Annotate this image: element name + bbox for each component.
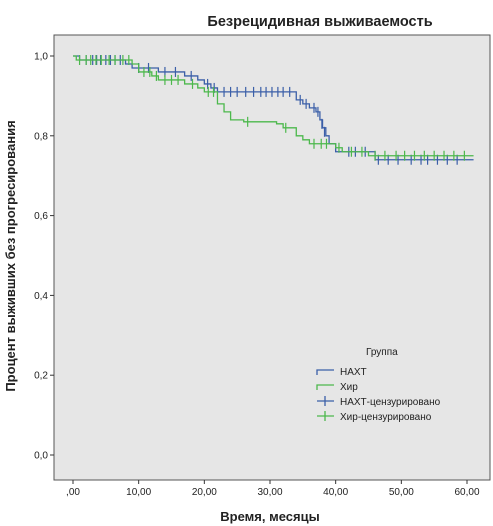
y-tick-label: 0,2 bbox=[34, 371, 48, 382]
y-axis-label: Процент выживших без прогресирования bbox=[3, 120, 18, 391]
legend-swatch-nakht-censored bbox=[317, 396, 334, 406]
legend-entry-khir: Хир bbox=[316, 382, 358, 393]
legend-label-nakht-censored: НАХТ-цензурировано bbox=[340, 397, 441, 408]
legend-title: Группа bbox=[366, 347, 398, 358]
legend-entry-khir-censored: Хир-цензурировано bbox=[317, 411, 432, 423]
legend-swatch-nakht bbox=[316, 369, 334, 375]
y-tick-label: 0,6 bbox=[34, 211, 48, 222]
series-1 bbox=[73, 54, 474, 161]
y-tick-label: 0,8 bbox=[34, 131, 48, 142]
x-axis: ,00 10,00 20,00 30,00 40,00 50,00 60,00 bbox=[66, 480, 480, 498]
x-tick-label: 50,00 bbox=[389, 487, 414, 498]
x-tick-label: 60,00 bbox=[454, 487, 479, 498]
legend-entry-nakht-censored: НАХТ-цензурировано bbox=[317, 396, 441, 408]
legend-swatch-khir bbox=[316, 384, 334, 390]
legend-label-khir-censored: Хир-цензурировано bbox=[340, 412, 432, 423]
series-layer bbox=[73, 54, 474, 165]
x-tick-label: ,00 bbox=[66, 487, 80, 498]
survival-step-line bbox=[73, 55, 474, 161]
legend: Группа НАХТ Хир НАХТ-цензурировано Хир-ц… bbox=[316, 347, 441, 423]
y-tick-label: 0,4 bbox=[34, 291, 48, 302]
x-axis-label: Время, месяцы bbox=[220, 509, 319, 524]
x-tick-label: 20,00 bbox=[192, 487, 217, 498]
legend-label-nakht: НАХТ bbox=[340, 367, 367, 378]
legend-label-khir: Хир bbox=[340, 382, 358, 393]
y-axis: 0,0 0,2 0,4 0,6 0,8 1,0 bbox=[34, 52, 54, 462]
x-tick-label: 40,00 bbox=[323, 487, 348, 498]
y-tick-label: 1,0 bbox=[34, 52, 48, 63]
x-tick-label: 10,00 bbox=[126, 487, 151, 498]
legend-swatch-khir-censored bbox=[317, 411, 334, 421]
y-tick-label: 0,0 bbox=[34, 451, 48, 462]
plot-area bbox=[53, 34, 491, 481]
x-tick-label: 30,00 bbox=[257, 487, 282, 498]
chart-title: Безрецидивная выживаемость bbox=[207, 14, 432, 30]
legend-entry-nakht: НАХТ bbox=[316, 367, 367, 378]
